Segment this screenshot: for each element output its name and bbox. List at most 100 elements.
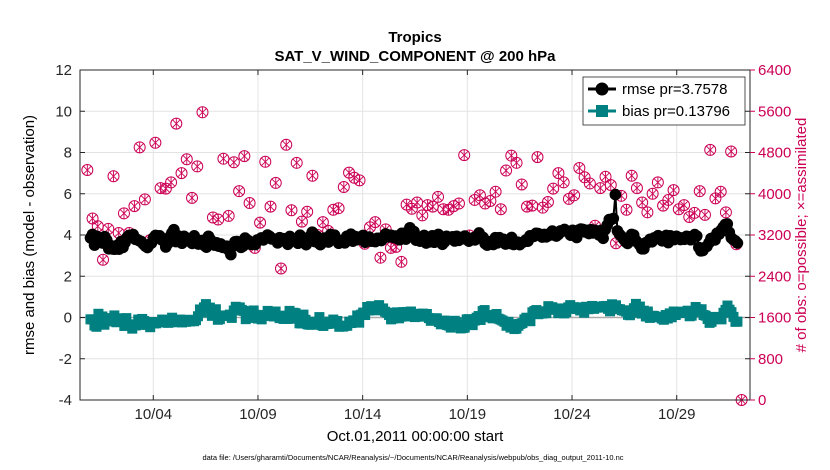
rmse-point (731, 237, 744, 249)
obs-count-marker (238, 150, 251, 163)
obs-count-marker (604, 178, 617, 191)
y2-tick-label: 6400 (758, 62, 791, 79)
bias-point (475, 314, 486, 325)
x-axis: 10/04 10/09 10/14 10/19 10/24 10/29 (135, 70, 696, 423)
obs-count-marker (458, 149, 471, 162)
obs-count-marker (222, 209, 235, 222)
obs-count-marker (133, 141, 146, 154)
obs-count-marker (541, 196, 554, 208)
bias-point (732, 316, 743, 327)
y2-tick-label: 2400 (758, 268, 791, 285)
x-tick-label: 10/04 (135, 406, 173, 423)
obs-count-marker (620, 203, 633, 216)
obs-count-marker (646, 187, 659, 200)
obs-count-marker (531, 151, 544, 164)
obs-count-marker (243, 197, 256, 210)
obs-count-marker (704, 143, 717, 156)
y-tick-label: 6 (64, 186, 72, 203)
bias-point (459, 322, 470, 333)
obs-count-marker (316, 216, 329, 229)
bias-point (210, 304, 221, 315)
obs-count-marker (227, 156, 240, 169)
obs-count-marker (175, 167, 188, 180)
bias-point (226, 312, 237, 323)
obs-count-marker (725, 145, 738, 158)
obs-count-marker (285, 204, 298, 217)
obs-count-marker (217, 152, 230, 165)
obs-count-marker (667, 184, 680, 197)
legend: rmse pr=3.7578 bias pr=0.13796 (582, 76, 746, 126)
obs-count-marker (374, 251, 387, 264)
obs-count-marker (678, 199, 691, 212)
y-tick-label: 12 (55, 62, 72, 79)
obs-count-marker (625, 169, 638, 182)
obs-count-marker (233, 185, 246, 198)
obs-count-marker (510, 156, 523, 169)
obs-count-marker (280, 138, 293, 151)
x-tick-label: 10/09 (239, 406, 277, 423)
obs-count-marker (81, 164, 94, 177)
obs-count-marker (138, 193, 151, 206)
obs-count-marker (306, 169, 319, 182)
obs-count-marker (568, 189, 581, 202)
y2-tick-label: 3200 (758, 227, 791, 244)
obs-count-marker (452, 197, 465, 210)
y2-tick-label: 800 (758, 351, 783, 368)
x-tick-label: 10/29 (658, 406, 696, 423)
y-tick-label: 4 (64, 227, 72, 244)
obs-count-marker (165, 176, 178, 189)
obs-count-marker (128, 200, 141, 213)
x-tick-label: 10/14 (344, 406, 382, 423)
bias-point (525, 316, 536, 327)
obs-count-marker (170, 117, 183, 130)
bias-point (298, 309, 309, 320)
obs-count-marker (254, 216, 267, 229)
obs-count-marker (107, 170, 120, 183)
bias-point (121, 313, 132, 324)
obs-count-marker (714, 185, 727, 198)
y-tick-label: 10 (55, 103, 72, 120)
obs-count-marker (212, 213, 225, 226)
chart-title: Tropics (388, 29, 441, 46)
bias-point (196, 307, 207, 318)
rmse-point (607, 212, 620, 225)
legend-rmse-label: rmse pr=3.7578 (622, 81, 727, 98)
obs-count-marker (636, 196, 649, 209)
bias-layer (85, 298, 743, 335)
obs-count-marker (290, 156, 303, 169)
obs-count-marker (494, 203, 507, 216)
obs-count-marker (186, 191, 199, 204)
bias-point (354, 317, 365, 328)
x-axis-label: Oct.01,2011 00:00:00 start (327, 428, 504, 445)
y-tick-label: -4 (59, 392, 72, 409)
chart-subtitle: SAT_V_WIND_COMPONENT @ 200 hPa (274, 48, 556, 65)
obs-count-marker (583, 177, 596, 190)
obs-count-marker (599, 170, 612, 183)
y2-axis-label: # of obs: o=possible; ×=assimilated (793, 118, 810, 353)
y-axis-label: rmse and bias (model - observation) (21, 115, 38, 355)
y2-tick-label: 4000 (758, 186, 791, 203)
x-tick-label: 10/19 (449, 406, 487, 423)
y2-tick-label: 1600 (758, 310, 791, 327)
obs-count-marker (395, 255, 408, 268)
legend-rmse-marker (595, 82, 609, 96)
rmse-point (690, 230, 703, 242)
obs-count-marker (191, 160, 204, 173)
y-tick-label: 2 (64, 268, 72, 285)
y2-tick-label: 0 (758, 392, 766, 409)
obs-count-marker (573, 161, 586, 174)
obs-count-marker (301, 205, 314, 218)
obs-count-marker (264, 200, 277, 213)
obs-count-marker (432, 190, 445, 203)
obs-count-marker (547, 182, 560, 195)
bias-point (696, 304, 707, 315)
y-tick-label: 8 (64, 145, 72, 162)
left-axis: -4 -2 0 2 4 6 8 10 12 (55, 62, 750, 409)
bias-point (87, 314, 98, 325)
obs-count-marker (117, 207, 130, 220)
obs-count-marker (337, 181, 350, 194)
bias-point (91, 321, 102, 332)
bias-point (282, 313, 293, 324)
bias-point (238, 305, 249, 316)
